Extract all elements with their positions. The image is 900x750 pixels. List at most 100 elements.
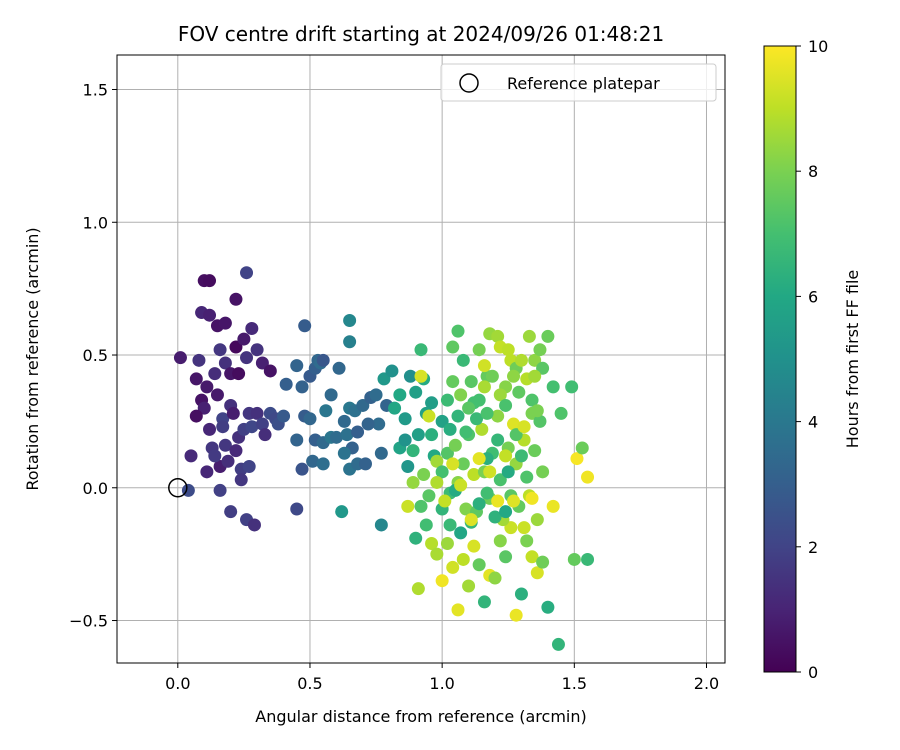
y-tick-label: 1.0 [83, 213, 108, 232]
data-point [250, 406, 264, 420]
data-point [324, 388, 338, 402]
data-point [462, 401, 476, 415]
data-point [343, 335, 357, 349]
data-point [480, 486, 494, 500]
data-point [522, 329, 536, 343]
data-point [306, 454, 320, 468]
x-axis-label: Angular distance from reference (arcmin) [255, 707, 586, 726]
data-point [229, 292, 243, 306]
reference-platepar-marker [168, 478, 188, 498]
data-point [232, 367, 246, 381]
data-point [210, 388, 224, 402]
data-point [472, 452, 486, 466]
data-point [316, 353, 330, 367]
data-point [530, 566, 544, 580]
data-point [491, 329, 505, 343]
data-point [451, 324, 465, 338]
data-point [440, 393, 454, 407]
data-point [565, 380, 579, 394]
data-point [290, 359, 304, 373]
data-point [475, 422, 489, 436]
data-point [419, 518, 433, 532]
data-point [358, 457, 372, 471]
data-point [200, 380, 214, 394]
data-point [295, 462, 309, 476]
data-point [203, 274, 217, 288]
data-point [245, 321, 259, 335]
data-point [446, 457, 460, 471]
data-point [443, 518, 457, 532]
data-point [456, 552, 470, 566]
colorbar-tick-label: 4 [808, 413, 818, 432]
data-point [237, 332, 251, 346]
data-point [477, 380, 491, 394]
data-point [488, 571, 502, 585]
data-point [356, 398, 370, 412]
data-point [435, 414, 449, 428]
data-point [438, 494, 452, 508]
data-point [361, 417, 375, 431]
data-point [440, 446, 454, 460]
data-point [581, 470, 595, 484]
data-point [501, 465, 515, 479]
data-point [462, 579, 476, 593]
data-point [456, 353, 470, 367]
data-point [425, 396, 439, 410]
data-point [303, 412, 317, 426]
data-point [417, 467, 431, 481]
data-point [414, 499, 428, 513]
data-point [192, 353, 206, 367]
data-point [393, 388, 407, 402]
gridlines [117, 55, 725, 663]
data-point [218, 438, 232, 452]
data-point [343, 314, 357, 328]
data-point [290, 502, 304, 516]
data-points [173, 266, 595, 651]
data-point [425, 428, 439, 442]
data-point [467, 539, 481, 553]
data-point [507, 369, 521, 383]
data-point [530, 404, 544, 418]
data-point [525, 491, 539, 505]
x-tick-label: 0.5 [297, 674, 322, 693]
y-axis-ticks: −0.5 0.0 0.5 1.0 1.5 [69, 81, 117, 631]
y-tick-label: −0.5 [69, 612, 108, 631]
data-point [504, 521, 518, 535]
data-point [567, 552, 581, 566]
data-point [581, 552, 595, 566]
data-point [528, 369, 542, 383]
data-point [430, 547, 444, 561]
data-point [472, 497, 486, 511]
data-point [512, 385, 526, 399]
data-point [189, 372, 203, 386]
data-point [411, 428, 425, 442]
colorbar-tick-label: 6 [808, 287, 818, 306]
data-point [520, 534, 534, 548]
data-point [514, 449, 528, 463]
data-point [372, 417, 386, 431]
data-point [499, 449, 513, 463]
data-point [203, 422, 217, 436]
data-point [425, 537, 439, 551]
data-point [173, 351, 187, 365]
data-point [456, 457, 470, 471]
data-point [245, 420, 259, 434]
data-point [459, 425, 473, 439]
data-point [189, 409, 203, 423]
data-point [464, 513, 478, 527]
data-point [483, 465, 497, 479]
data-point [430, 475, 444, 489]
data-point [533, 414, 547, 428]
data-point [247, 518, 261, 532]
data-point [499, 505, 513, 519]
data-point [570, 452, 584, 466]
data-point [263, 364, 277, 378]
colorbar-tick-label: 8 [808, 162, 818, 181]
data-point [499, 550, 513, 564]
data-point [485, 369, 499, 383]
x-tick-label: 1.0 [429, 674, 454, 693]
data-point [514, 353, 528, 367]
data-point [499, 398, 513, 412]
data-point [337, 414, 351, 428]
data-point [398, 433, 412, 447]
